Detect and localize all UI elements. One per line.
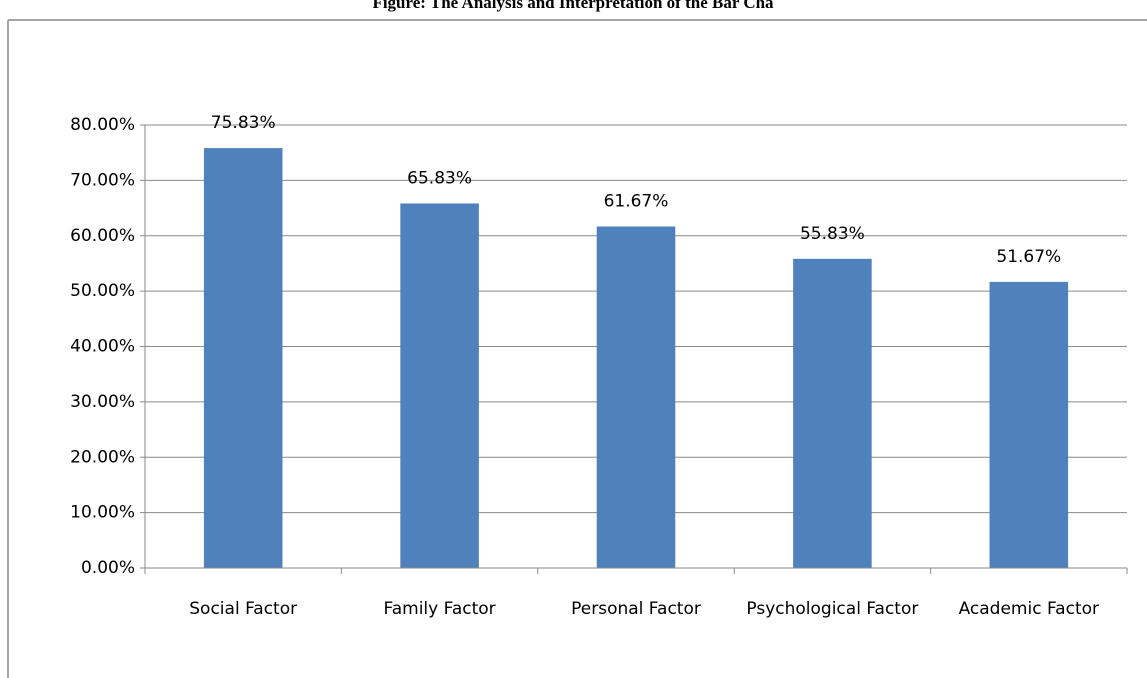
- x-tick-label: Personal Factor: [571, 599, 701, 619]
- y-tick-label: 70.00%: [70, 170, 135, 190]
- y-tick-label: 60.00%: [70, 226, 135, 246]
- data-label: 75.83%: [211, 113, 276, 133]
- y-tick-label: 50.00%: [70, 281, 135, 301]
- y-tick-label: 20.00%: [70, 447, 135, 467]
- x-tick-label: Family Factor: [384, 599, 496, 619]
- y-tick-label: 10.00%: [70, 503, 135, 523]
- data-label: 55.83%: [800, 224, 865, 244]
- y-tick-label: 40.00%: [70, 337, 135, 357]
- data-label: 65.83%: [407, 168, 472, 188]
- data-label: 61.67%: [604, 192, 669, 212]
- y-tick-label: 30.00%: [70, 392, 135, 412]
- y-tick-label: 80.00%: [70, 115, 135, 135]
- bar: [596, 226, 676, 568]
- bar: [989, 281, 1069, 568]
- x-tick-label: Social Factor: [189, 599, 297, 619]
- data-label: 51.67%: [996, 247, 1061, 267]
- x-tick-label: Psychological Factor: [746, 599, 918, 619]
- x-tick-label: Academic Factor: [959, 599, 1099, 619]
- chart-title: Figure: The Analysis and Interpretation …: [372, 0, 774, 12]
- y-tick-label: 0.00%: [81, 558, 135, 578]
- bar: [793, 258, 872, 568]
- bar: [400, 203, 479, 568]
- bar: [203, 148, 283, 568]
